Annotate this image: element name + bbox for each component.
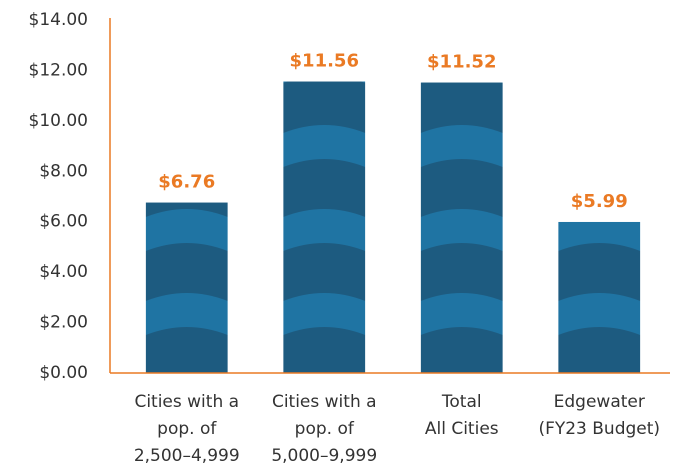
y-tick-label: $8.00 xyxy=(39,161,88,181)
y-tick-label: $14.00 xyxy=(29,10,88,30)
x-tick-label: 5,000–9,999 xyxy=(271,446,377,466)
y-tick-label: $12.00 xyxy=(29,60,88,80)
x-tick-label: pop. of xyxy=(157,419,217,439)
y-tick-label: $10.00 xyxy=(29,111,88,131)
x-tick-label: All Cities xyxy=(425,419,499,439)
x-tick-label: Cities with a xyxy=(272,392,377,412)
bar xyxy=(558,221,641,373)
bar xyxy=(283,81,366,373)
y-tick-label: $2.00 xyxy=(39,313,88,333)
value-label: $11.52 xyxy=(427,52,496,73)
value-label: $5.99 xyxy=(571,191,628,212)
x-tick-label: Cities with a xyxy=(134,392,239,412)
x-tick-label: pop. of xyxy=(295,419,355,439)
value-label: $11.56 xyxy=(290,51,359,72)
y-tick-label: $4.00 xyxy=(39,262,88,282)
x-tick-label: Edgewater xyxy=(554,392,645,412)
bar xyxy=(145,202,228,373)
y-tick-label: $6.00 xyxy=(39,212,88,232)
bar xyxy=(420,82,503,373)
x-tick-label: 2,500–4,999 xyxy=(134,446,240,466)
x-tick-label: Total xyxy=(441,392,482,412)
x-tick-label: (FY23 Budget) xyxy=(538,419,660,439)
value-label: $6.76 xyxy=(158,172,215,193)
y-tick-label: $0.00 xyxy=(39,363,88,383)
